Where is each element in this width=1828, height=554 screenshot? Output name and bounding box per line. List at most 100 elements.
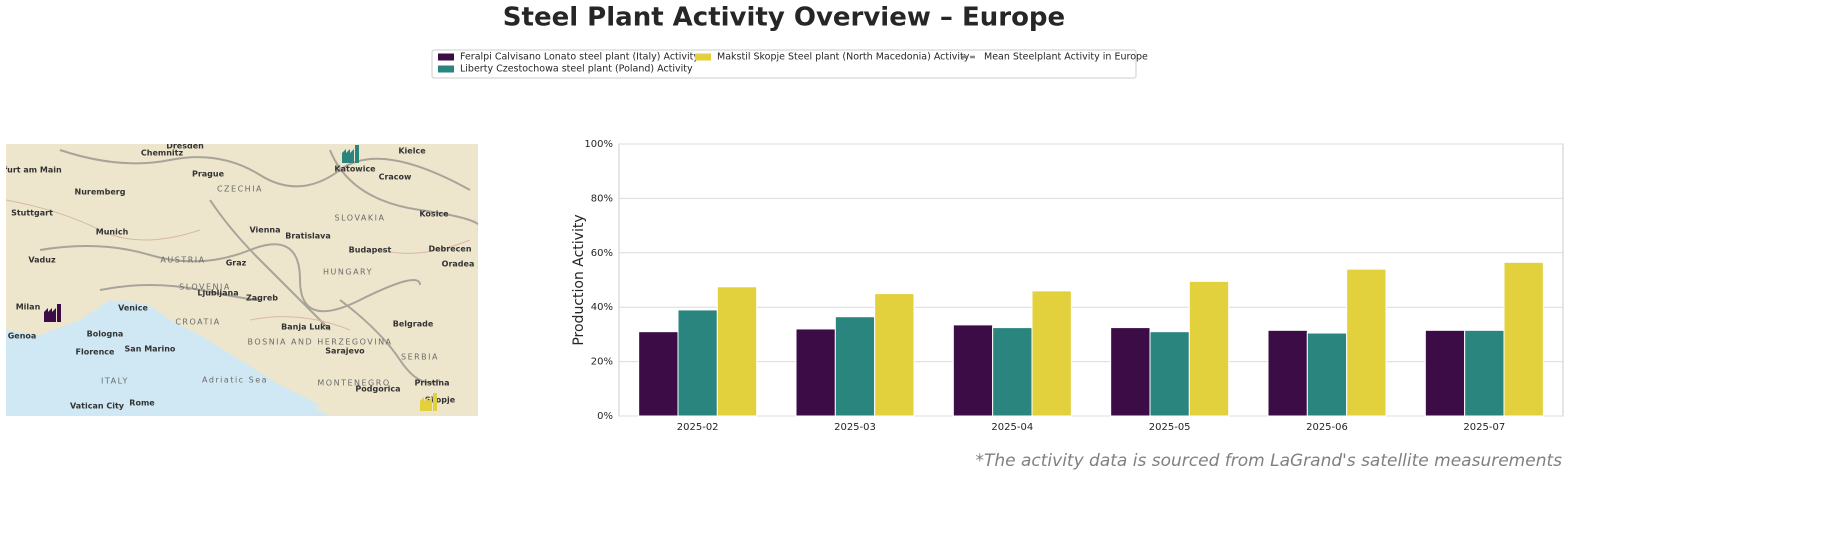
map-label: CZECHIA <box>217 185 263 194</box>
x-tick-label: 2025-04 <box>991 422 1033 433</box>
map-label: Bologna <box>87 330 124 339</box>
map-label: HUNGARY <box>323 268 373 277</box>
bar <box>795 328 836 417</box>
map-label: Bratislava <box>285 232 331 241</box>
legend-label: Mean Steelplant Activity in Europe <box>984 52 1148 63</box>
y-tick-label: 20% <box>591 357 613 368</box>
bar <box>952 324 994 417</box>
map-label: Graz <box>226 259 247 268</box>
map-label: Kielce <box>398 147 426 156</box>
bar <box>1346 268 1387 417</box>
map-label: Kosice <box>419 210 449 219</box>
bar <box>1424 329 1466 417</box>
map-road <box>6 199 471 331</box>
bar <box>1267 329 1308 417</box>
y-tick-label: 0% <box>597 411 613 422</box>
legend-label: Feralpi Calvisano Lonato steel plant (It… <box>460 52 699 63</box>
bar <box>1503 261 1544 417</box>
plant-marker <box>44 304 61 322</box>
bar <box>1188 280 1230 417</box>
map-label: Milan <box>16 303 41 312</box>
map-label: Debrecen <box>428 245 471 254</box>
plant-icon <box>57 304 61 322</box>
map-label: Budapest <box>349 246 392 255</box>
y-tick-label: 80% <box>591 193 613 204</box>
plant-marker <box>420 393 437 411</box>
map-border <box>39 149 478 384</box>
map-label: Oradea <box>442 260 475 269</box>
map-label: SLOVAKIA <box>335 214 386 223</box>
plant-icon <box>44 312 56 322</box>
plant-icon <box>44 308 56 312</box>
map-label: SERBIA <box>401 353 439 362</box>
map-label: Vaduz <box>28 256 56 265</box>
map-label: San Marino <box>125 345 176 354</box>
plant-icon <box>355 145 359 163</box>
legend-swatch <box>438 65 454 73</box>
map-label: Dresden <box>166 142 204 151</box>
map-label: Genoa <box>8 332 37 341</box>
map-label: Belgrade <box>393 320 434 329</box>
plant-icon <box>342 149 354 153</box>
plant-marker <box>342 145 359 163</box>
x-tick-label: 2025-06 <box>1306 422 1348 433</box>
bar <box>638 331 679 417</box>
map-label: Nuremberg <box>75 188 126 197</box>
map-label: ITALY <box>101 377 129 386</box>
map-label: CROATIA <box>175 318 220 327</box>
map-sea <box>120 300 320 416</box>
bar <box>1031 290 1072 417</box>
map-label: Chemnitz <box>141 149 184 158</box>
plant-icon <box>420 397 432 401</box>
map-label: Stuttgart <box>11 209 53 218</box>
legend-box <box>431 49 1137 79</box>
map-label: SLOVENIA <box>179 283 231 292</box>
bar <box>1110 327 1151 417</box>
y-tick-label: 60% <box>591 248 613 259</box>
x-tick-label: 2025-07 <box>1463 422 1505 433</box>
legend-swatch <box>695 53 711 61</box>
map-label: Venice <box>118 304 148 313</box>
legend-label: Makstil Skopje Steel plant (North Macedo… <box>717 52 970 63</box>
legend-swatch <box>438 53 454 61</box>
map-label: Florence <box>76 348 116 357</box>
map-label: Vatican City <box>70 402 125 411</box>
x-tick-label: 2025-05 <box>1149 422 1191 433</box>
map-label: MONTENEGRO <box>317 379 390 388</box>
map-label: Sarajevo <box>325 347 365 356</box>
map-label: AUSTRIA <box>160 256 205 265</box>
bar <box>834 316 876 417</box>
map-label: Zagreb <box>246 294 278 303</box>
map-label: Prague <box>192 170 225 179</box>
y-tick-label: 40% <box>591 302 613 313</box>
map-label: Pristina <box>415 379 450 388</box>
map-label: Adriatic Sea <box>202 376 268 385</box>
bar <box>716 286 758 417</box>
plant-icon <box>420 401 432 411</box>
bar <box>1464 329 1505 417</box>
map-label: Banja Luka <box>281 323 331 332</box>
y-tick-label: 100% <box>584 139 613 150</box>
x-tick-label: 2025-02 <box>677 422 719 433</box>
map-label: Cracow <box>379 173 412 182</box>
plot-frame <box>618 143 1564 417</box>
bar <box>992 327 1033 417</box>
footnote: *The activity data is sourced from LaGra… <box>975 451 1562 471</box>
bar <box>677 309 718 417</box>
x-tick-label: 2025-03 <box>834 422 876 433</box>
map-label: Frankfurt am Main <box>0 166 62 175</box>
bar <box>1149 331 1190 417</box>
chart-title: Steel Plant Activity Overview – Europe <box>503 3 1065 33</box>
map-label: Munich <box>96 228 129 237</box>
map-label: Rome <box>129 399 155 408</box>
bar <box>1306 332 1348 417</box>
bar <box>874 293 915 417</box>
map-label: Podgorica <box>355 385 400 394</box>
y-axis-label: Production Activity <box>571 214 587 345</box>
plant-icon <box>433 393 437 411</box>
map-label: BOSNIA AND HERZEGOVINA <box>247 338 392 347</box>
map-label: Vienna <box>249 226 280 235</box>
map-label: Skopje <box>425 396 456 405</box>
